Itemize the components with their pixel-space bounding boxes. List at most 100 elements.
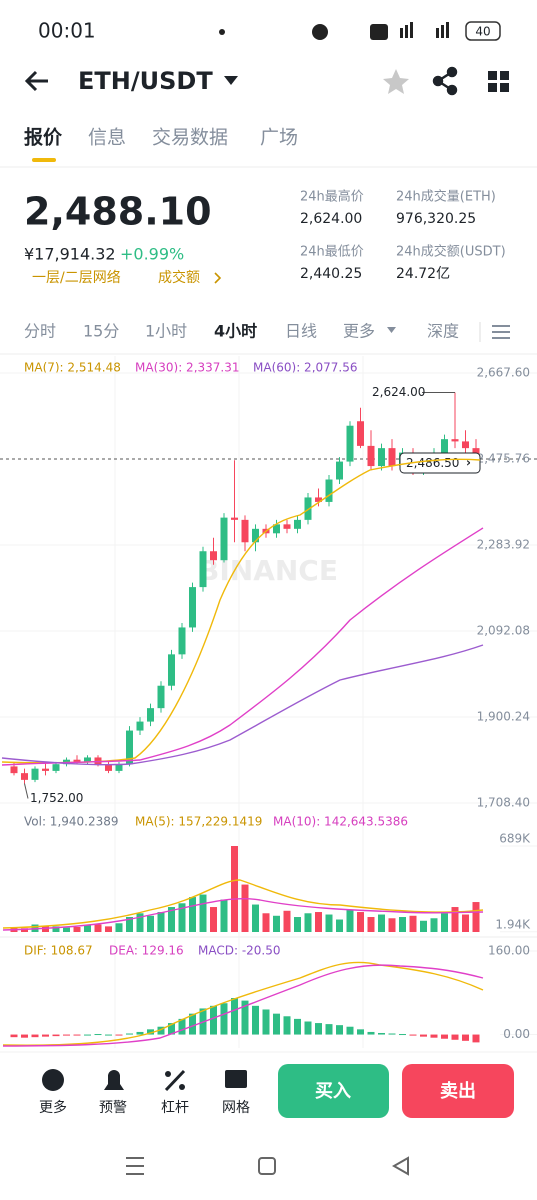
sell-button[interactable] xyxy=(402,1064,514,1118)
volume-bar xyxy=(157,912,165,932)
vol-tick-label: 689K xyxy=(499,832,531,846)
macd-bar xyxy=(10,1034,18,1038)
candle-body xyxy=(105,764,112,771)
sell-label[interactable]: 卖出 xyxy=(440,1080,476,1102)
current-price-box[interactable] xyxy=(399,452,481,474)
bottom-item[interactable]: 更多 xyxy=(39,1099,67,1116)
macd-bar xyxy=(367,1031,375,1035)
volume-bar xyxy=(462,914,469,932)
macd-bar xyxy=(126,1033,133,1035)
macd-bar xyxy=(231,998,238,1035)
back-button[interactable] xyxy=(24,70,48,92)
high-label: 2,624.00 xyxy=(372,385,425,399)
buy-button[interactable] xyxy=(278,1064,389,1118)
bottom-item[interactable]: 杠杆 xyxy=(161,1100,189,1116)
bottom-item[interactable]: 网格 xyxy=(222,1100,250,1116)
nav-bar[interactable] xyxy=(126,1156,409,1176)
candle-body xyxy=(168,654,175,686)
interval[interactable]: 15分 xyxy=(83,322,119,341)
tab[interactable]: 交易数据 xyxy=(152,127,228,149)
chart-settings[interactable] xyxy=(492,325,510,339)
favorite[interactable] xyxy=(383,69,409,94)
bottom-icons xyxy=(42,1069,247,1092)
tab-indicator xyxy=(32,158,56,162)
buy-label[interactable]: 买入 xyxy=(315,1081,351,1102)
candle-body xyxy=(147,708,154,722)
candle-body xyxy=(283,524,291,529)
volume-bar xyxy=(325,914,333,932)
tab[interactable]: 信息 xyxy=(88,127,126,149)
stat-label: 24h最低价 xyxy=(300,245,364,260)
volume-bar xyxy=(409,915,417,932)
tag-link[interactable]: 成交额 xyxy=(158,269,200,286)
vol-legend: MA(10): 142,643.5386 xyxy=(273,815,408,829)
volume-bar xyxy=(388,918,396,932)
interval[interactable]: 分时 xyxy=(24,322,56,341)
tab[interactable]: 报价 xyxy=(24,126,63,149)
macd-bar xyxy=(252,1005,259,1035)
candle-body xyxy=(178,627,186,655)
pair-dropdown[interactable] xyxy=(224,76,238,85)
low-label: 1,752.00 xyxy=(30,791,83,805)
ma-legend: MA(30): 2,337.31 xyxy=(135,361,240,375)
candle-body xyxy=(315,497,322,502)
volume-bar xyxy=(241,884,249,932)
candle-body xyxy=(84,757,91,762)
vol-legend: MA(5): 157,229.1419 xyxy=(135,815,262,829)
stat-value: 24.72亿 xyxy=(396,266,450,282)
macd-bar xyxy=(241,1000,249,1035)
volume-bar xyxy=(346,909,354,932)
candle-body xyxy=(304,497,312,520)
interval[interactable]: 日线 xyxy=(285,322,317,341)
macd-bar xyxy=(325,1024,333,1035)
macd-tick-label: 0.00 xyxy=(503,1027,530,1041)
volume-bar xyxy=(94,924,102,932)
candle-body xyxy=(325,479,333,502)
macd-bar xyxy=(441,1034,448,1039)
interval[interactable]: 深度 xyxy=(427,322,459,341)
y-tick-label: 1,708.40 xyxy=(477,796,530,810)
macd-bar xyxy=(21,1034,28,1038)
candle-body xyxy=(220,517,228,561)
pair[interactable]: ETH/USDT xyxy=(78,67,213,95)
bottom-item[interactable]: 预警 xyxy=(99,1100,127,1116)
interval[interactable]: 1小时 xyxy=(145,322,187,341)
candle-body xyxy=(115,764,123,771)
cny-price: ¥17,914.32 xyxy=(24,245,116,264)
volume-bar xyxy=(115,923,123,932)
volume-bar xyxy=(220,899,228,932)
volume-bar xyxy=(199,894,207,932)
stat-value: 2,624.00 xyxy=(300,211,362,227)
volume-bar xyxy=(399,917,406,932)
interval[interactable]: 4小时 xyxy=(214,322,257,341)
tab[interactable]: 广场 xyxy=(260,127,298,149)
candle-body xyxy=(52,764,60,771)
tag-link[interactable]: 一层/二层网络 xyxy=(32,270,121,286)
more-dropdown xyxy=(387,327,396,333)
macd-bar xyxy=(189,1013,196,1035)
volume-bar xyxy=(420,920,427,932)
vol-legend: Vol: 1,940.2389 xyxy=(24,815,119,829)
volume-bar xyxy=(136,913,144,932)
macd-legend: DEA: 129.16 xyxy=(109,944,184,958)
watermark: BINANCE xyxy=(198,554,338,587)
macd-bar xyxy=(283,1016,291,1035)
chevron: › xyxy=(466,456,471,470)
share[interactable] xyxy=(432,66,458,96)
candle-body xyxy=(252,528,259,543)
macd-bar xyxy=(115,1034,123,1036)
volume-bar xyxy=(126,917,133,932)
macd-bar xyxy=(84,1034,91,1036)
volume-bar xyxy=(52,926,60,932)
macd-bar xyxy=(378,1032,385,1035)
candle-body xyxy=(388,448,396,467)
interval[interactable]: 更多 xyxy=(343,322,375,341)
volume-bar xyxy=(378,914,385,932)
macd-bar xyxy=(430,1034,438,1038)
ma-legend: MA(7): 2,514.48 xyxy=(24,361,121,375)
candle-body xyxy=(367,445,375,467)
volume-bar xyxy=(357,912,364,932)
chevron xyxy=(214,272,222,284)
macd-bar xyxy=(157,1026,165,1035)
layout-button[interactable] xyxy=(488,71,509,92)
